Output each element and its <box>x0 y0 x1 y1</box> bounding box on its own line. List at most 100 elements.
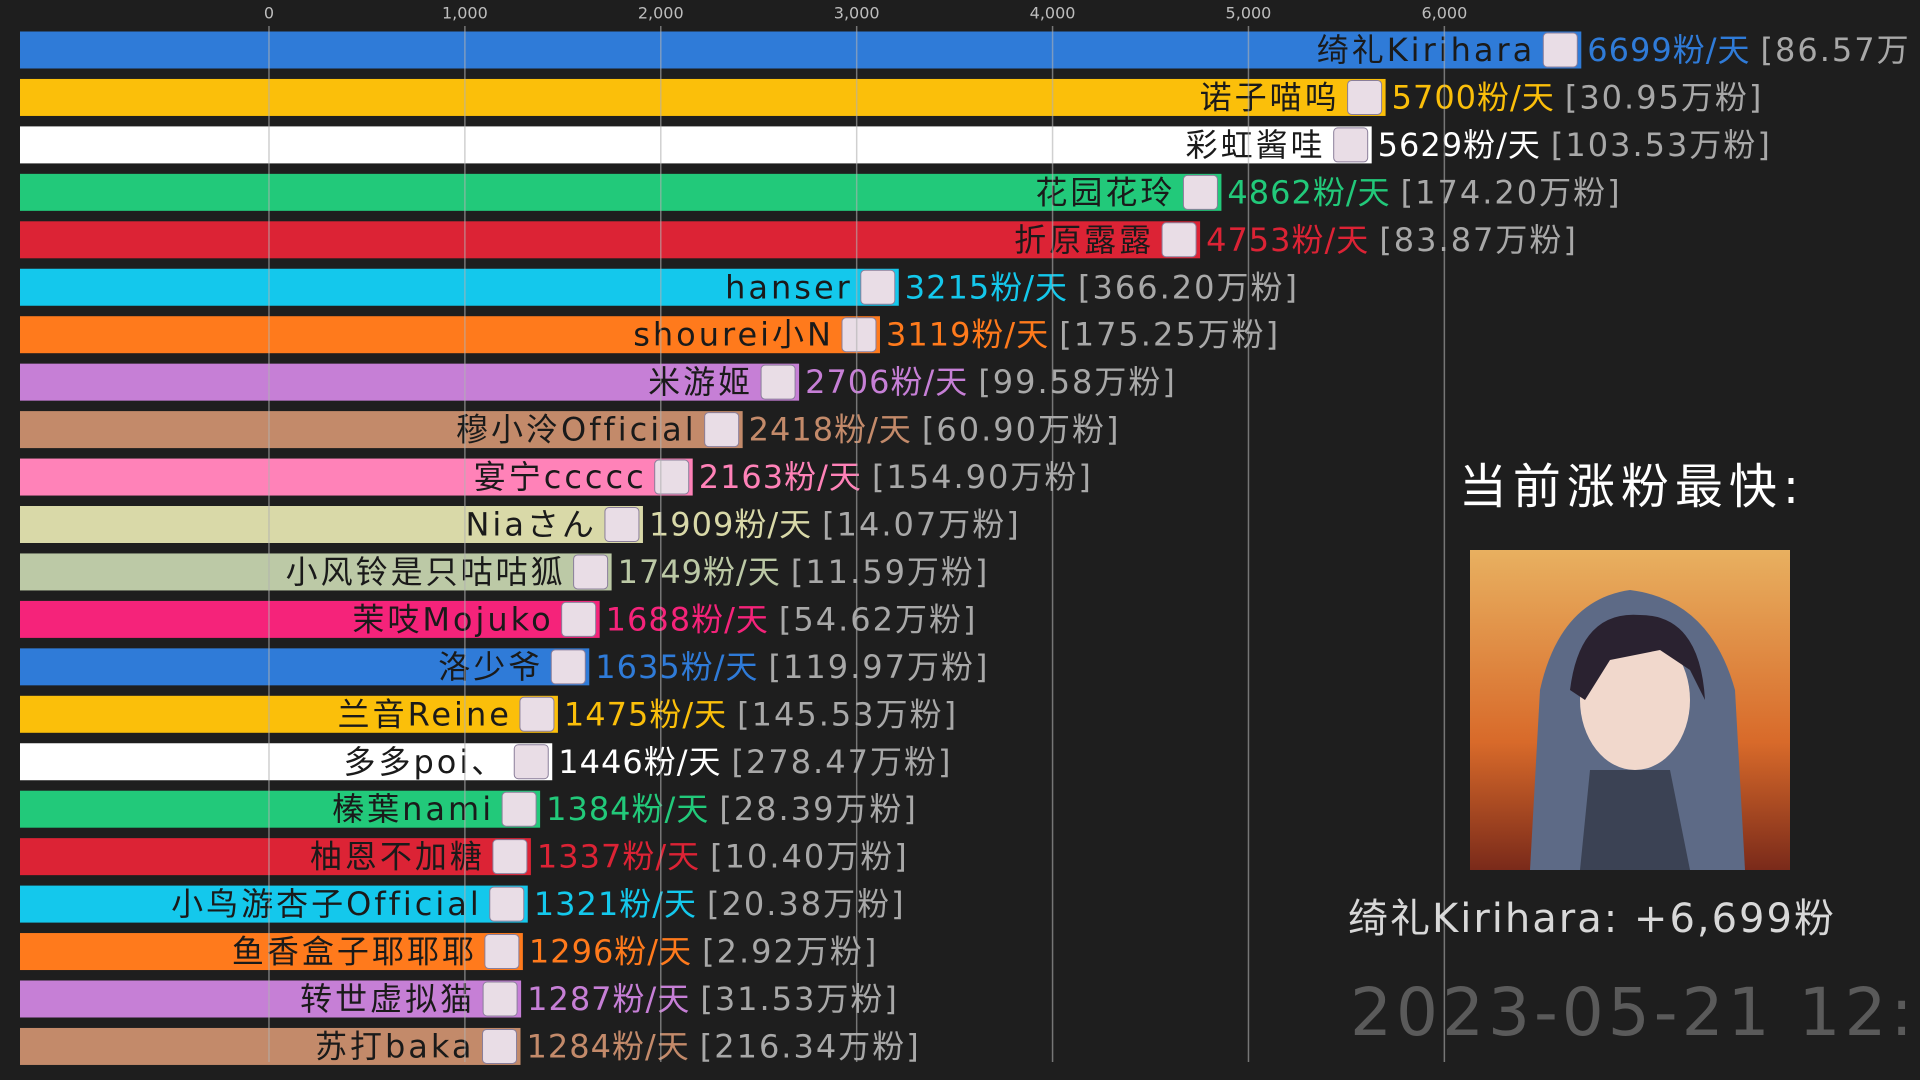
bar <box>20 648 590 686</box>
avatar <box>519 696 555 732</box>
follower-label: [119.97万粉] <box>769 648 990 686</box>
bar-name: 彩虹酱哇 <box>1186 126 1326 164</box>
bar <box>20 885 528 923</box>
bar-name: 花园花玲 <box>1035 173 1175 211</box>
avatar <box>501 791 537 827</box>
bar <box>20 553 612 591</box>
value-label: 1688粉/天 <box>606 600 769 638</box>
follower-label: [30.95万粉] <box>1565 78 1764 116</box>
avatar <box>1347 79 1383 115</box>
value-label: 5629粉/天 <box>1378 126 1541 164</box>
x-tick-label: 3,000 <box>834 4 880 23</box>
bar <box>20 695 558 733</box>
bar <box>20 126 1372 164</box>
x-tick-label: 2,000 <box>638 4 684 23</box>
follower-label: [11.59万粉] <box>791 553 990 591</box>
bar <box>20 506 643 543</box>
bar-name: shourei小N <box>633 316 834 354</box>
bar <box>20 316 880 354</box>
bar-name: 米游姬 <box>648 363 753 401</box>
x-tick-label: 1,000 <box>442 4 488 23</box>
grid <box>268 26 1446 1062</box>
follower-label: [175.25万粉] <box>1059 316 1280 354</box>
value-label: 1635粉/天 <box>595 648 758 686</box>
follower-label: [54.62万粉] <box>779 600 978 638</box>
value-label: 1909粉/天 <box>649 506 812 544</box>
avatar <box>482 1028 518 1064</box>
bar <box>20 933 523 971</box>
follower-label: [2.92万粉] <box>702 933 878 971</box>
bar <box>20 980 522 1018</box>
bar <box>20 458 693 496</box>
follower-label: [154.90万粉] <box>872 458 1093 496</box>
avatar <box>482 981 518 1017</box>
avatar <box>573 554 609 590</box>
date-label: 2023-05-21 12:00 <box>1350 974 1920 1051</box>
follower-label: [278.47万粉] <box>731 743 952 781</box>
value-label: 1749粉/天 <box>618 553 781 591</box>
avatar <box>492 839 528 875</box>
heading: 当前涨粉最快: <box>1459 459 1805 515</box>
follower-label: [366.20万粉] <box>1078 268 1299 306</box>
avatar <box>654 459 690 495</box>
avatar <box>1333 127 1369 163</box>
follower-label: [28.39万粉] <box>719 790 918 828</box>
follower-label: [216.34万粉] <box>700 1027 921 1065</box>
follower-label: [103.53万粉] <box>1551 126 1772 164</box>
follower-label: [174.20万粉] <box>1401 173 1622 211</box>
bar <box>20 600 600 638</box>
follower-label: [10.40万粉] <box>710 838 909 876</box>
bar-name: 苏打baka <box>315 1027 475 1065</box>
value-label: 1287粉/天 <box>527 980 690 1018</box>
bar <box>20 790 541 828</box>
avatar <box>760 364 796 400</box>
value-label: 1284粉/天 <box>527 1027 690 1065</box>
bar-name: 洛少爷 <box>438 648 543 686</box>
bar <box>20 363 800 401</box>
bar-name: 小鸟游杏子Official <box>171 885 482 923</box>
follower-label: [86.57万 <box>1761 31 1911 69</box>
bar <box>20 221 1201 259</box>
value-label: 1296粉/天 <box>529 933 692 971</box>
bar-name: Niaさん <box>465 506 596 544</box>
value-label: 1321粉/天 <box>534 885 697 923</box>
bar <box>20 1027 521 1065</box>
bar-name: 诺子喵呜 <box>1200 78 1340 116</box>
avatar <box>550 649 586 685</box>
bar <box>20 411 743 449</box>
value-label: 3215粉/天 <box>905 268 1068 306</box>
value-label: 1475粉/天 <box>564 695 727 733</box>
follower-label: [20.38万粉] <box>707 885 906 923</box>
x-tick-label: 6,000 <box>1421 4 1467 23</box>
bar-name: 小风铃是只咕咕狐 <box>286 553 566 591</box>
bar <box>20 78 1386 116</box>
portrait <box>1470 550 1790 870</box>
avatar <box>860 269 896 305</box>
x-tick-label: 4,000 <box>1030 4 1076 23</box>
follower-label: [99.58万粉] <box>978 363 1177 401</box>
x-tick-label: 0 <box>264 4 274 23</box>
value-label: 4753粉/天 <box>1206 221 1369 259</box>
follower-label: [14.07万粉] <box>822 506 1021 544</box>
bar-name: 柚恩不加糖 <box>310 838 485 876</box>
follower-label: [145.53万粉] <box>737 695 958 733</box>
value-label: 2418粉/天 <box>749 411 912 449</box>
bar-name: 折原露露 <box>1014 221 1154 259</box>
bar <box>20 31 1582 69</box>
bar-name: 多多poi、 <box>343 743 506 781</box>
value-label: 5700粉/天 <box>1392 78 1555 116</box>
follower-label: [60.90万粉] <box>922 411 1121 449</box>
bar-name: 穆小泠Official <box>456 411 697 449</box>
avatar <box>1182 174 1218 210</box>
avatar <box>1161 222 1197 258</box>
leader-label: 绮礼Kirihara: +6,699粉 <box>1348 896 1836 942</box>
avatar <box>484 934 520 970</box>
avatar <box>1542 32 1578 68</box>
bar-name: 绮礼Kirihara <box>1317 31 1536 69</box>
value-label: 1384粉/天 <box>546 790 709 828</box>
x-tick-label: 5,000 <box>1226 4 1272 23</box>
bar-name: 宴宁ccccc <box>474 458 647 496</box>
bar <box>20 173 1222 211</box>
